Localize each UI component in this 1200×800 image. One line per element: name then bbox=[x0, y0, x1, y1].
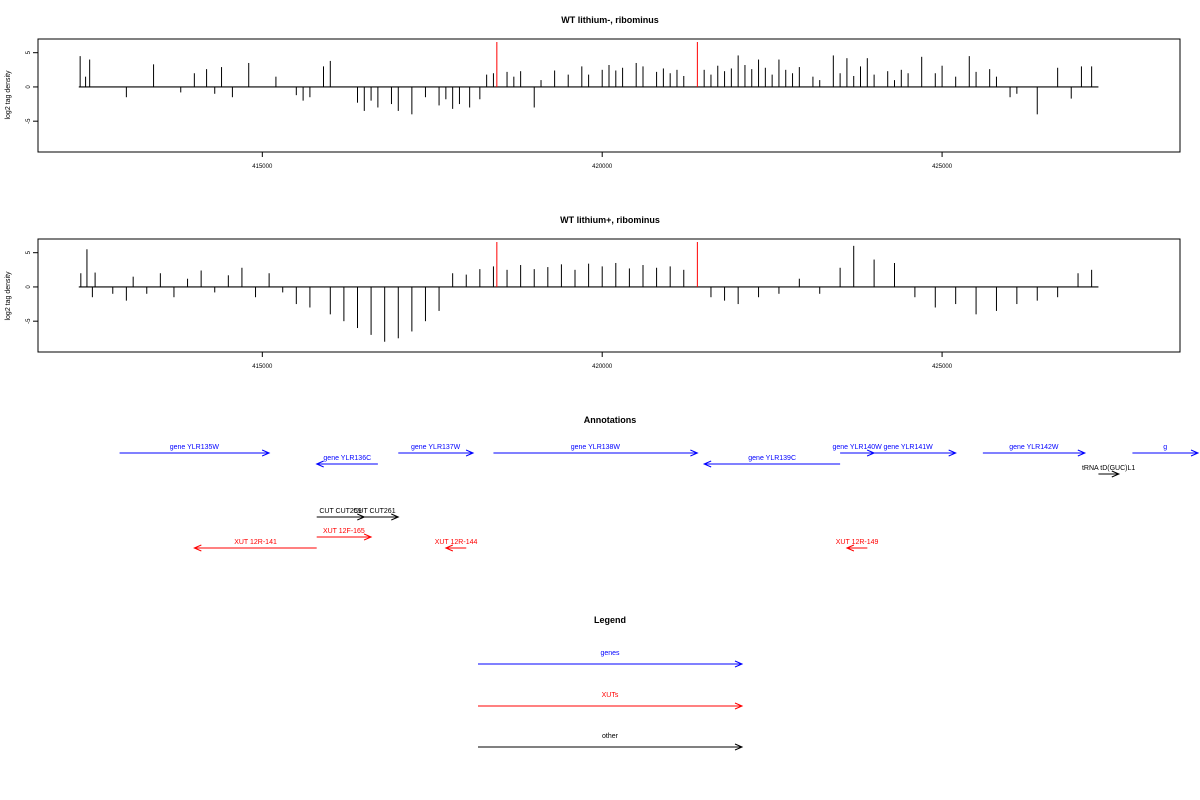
annotation-label: CUT CUT261 bbox=[353, 508, 395, 515]
annotation-other: CUT CUT261 bbox=[350, 508, 400, 521]
legend-title: Legend bbox=[594, 615, 626, 625]
legend: Legend genes XUTs other bbox=[478, 615, 744, 751]
x-tick-label: 415000 bbox=[252, 364, 273, 370]
y-tick-label: 0 bbox=[26, 85, 32, 89]
arrowhead-icon bbox=[702, 460, 712, 468]
bar-series bbox=[78, 242, 1099, 342]
panel-lithium-plus: WT lithium+, ribominus log2 tag density … bbox=[5, 215, 1181, 370]
annotation-gene: gene YLR138W bbox=[493, 444, 699, 457]
annotation-other: tRNA tD(GUC)L1 bbox=[1082, 465, 1135, 478]
axis-ticks: 415000 420000 425000 -5 0 5 bbox=[26, 250, 953, 370]
arrowhead-icon bbox=[734, 743, 744, 751]
arrowhead-icon bbox=[845, 544, 855, 552]
arrowhead-icon bbox=[1077, 449, 1087, 457]
annotation-label: gene YLR139C bbox=[748, 455, 796, 462]
annotation-label: gene YLR137W bbox=[411, 444, 461, 451]
annotation-gene: gene YLR135W bbox=[119, 444, 271, 457]
annotation-label: gene YLR141W bbox=[883, 444, 933, 451]
legend-item: genes bbox=[478, 650, 744, 668]
arrowhead-icon bbox=[1111, 470, 1121, 478]
annotation-label: gene YLR136C bbox=[323, 455, 371, 462]
legend-label: other bbox=[602, 733, 619, 740]
annotation-label: XUT 12F-165 bbox=[323, 528, 365, 535]
legend-item: other bbox=[478, 733, 744, 751]
arrowhead-icon bbox=[315, 460, 324, 468]
annotation-xut: XUT 12R-141 bbox=[193, 539, 317, 552]
annotation-gene: gene YLR136C bbox=[315, 455, 378, 468]
annotation-gene: gene YLR142W bbox=[982, 444, 1087, 457]
annotation-label: tRNA tD(GUC)L1 bbox=[1082, 465, 1135, 472]
x-tick-label: 425000 bbox=[932, 164, 953, 170]
y-tick-label: 5 bbox=[26, 50, 32, 54]
arrowhead-icon bbox=[261, 449, 271, 457]
y-tick-label: -5 bbox=[26, 318, 32, 324]
annotation-label: XUT 12R-141 bbox=[234, 539, 277, 546]
arrowhead-icon bbox=[444, 544, 454, 552]
annotation-xut: XUT 12R-144 bbox=[435, 539, 478, 552]
axis-ticks: 415000 420000 425000 -5 0 5 bbox=[26, 50, 953, 170]
annotation-label: XUT 12R-144 bbox=[435, 539, 478, 546]
plot-frame bbox=[37, 38, 1181, 153]
arrowhead-icon bbox=[1190, 449, 1200, 457]
annotation-label: gene YLR135W bbox=[170, 444, 220, 451]
annotation-gene: g bbox=[1132, 444, 1200, 457]
y-tick-label: 5 bbox=[26, 250, 32, 254]
legend-label: genes bbox=[600, 650, 620, 657]
annotation-label: XUT 12R-149 bbox=[836, 539, 879, 546]
annotation-gene: gene YLR141W bbox=[860, 444, 957, 457]
x-tick-label: 420000 bbox=[592, 364, 613, 370]
annotation-label: CUT CUT259 bbox=[319, 508, 361, 515]
arrowhead-icon bbox=[734, 702, 744, 710]
y-tick-label: 0 bbox=[26, 285, 32, 289]
y-axis-label: log2 tag density bbox=[5, 271, 12, 321]
x-tick-label: 415000 bbox=[252, 164, 273, 170]
annotation-label: g bbox=[1163, 444, 1167, 451]
legend-label: XUTs bbox=[602, 692, 619, 699]
annotations-title: Annotations bbox=[584, 415, 637, 425]
panel-title: WT lithium+, ribominus bbox=[560, 215, 660, 225]
arrowhead-icon bbox=[734, 660, 744, 668]
y-axis-label: log2 tag density bbox=[5, 70, 12, 120]
arrowhead-icon bbox=[391, 513, 400, 521]
plot-frame bbox=[37, 238, 1181, 353]
panel-lithium-minus: WT lithium-, ribominus log2 tag density … bbox=[5, 15, 1181, 170]
annotation-label: gene YLR142W bbox=[1009, 444, 1059, 451]
panel-title: WT lithium-, ribominus bbox=[561, 15, 659, 25]
arrowhead-icon bbox=[690, 449, 699, 457]
annotation-gene: gene YLR137W bbox=[398, 444, 475, 457]
annotation-label: gene YLR140W bbox=[832, 444, 882, 451]
x-tick-label: 420000 bbox=[592, 164, 613, 170]
y-tick-label: -5 bbox=[26, 118, 32, 124]
legend-item: XUTs bbox=[478, 692, 744, 710]
annotation-label: gene YLR138W bbox=[571, 444, 621, 451]
annotation-gene: gene YLR139C bbox=[702, 455, 841, 468]
arrowhead-icon bbox=[193, 544, 202, 552]
arrowhead-icon bbox=[948, 449, 957, 457]
annotation-xut: XUT 12F-165 bbox=[316, 528, 373, 541]
annotation-track: gene YLR135W gene YLR136C gene YLR137W gene… bbox=[119, 444, 1200, 552]
annotation-xut: XUT 12R-149 bbox=[836, 539, 879, 552]
arrowhead-icon bbox=[363, 533, 373, 541]
arrowhead-icon bbox=[465, 449, 475, 457]
bar-series bbox=[78, 42, 1099, 115]
annotation-gene: gene YLR140W bbox=[832, 444, 882, 457]
x-tick-label: 425000 bbox=[932, 364, 953, 370]
